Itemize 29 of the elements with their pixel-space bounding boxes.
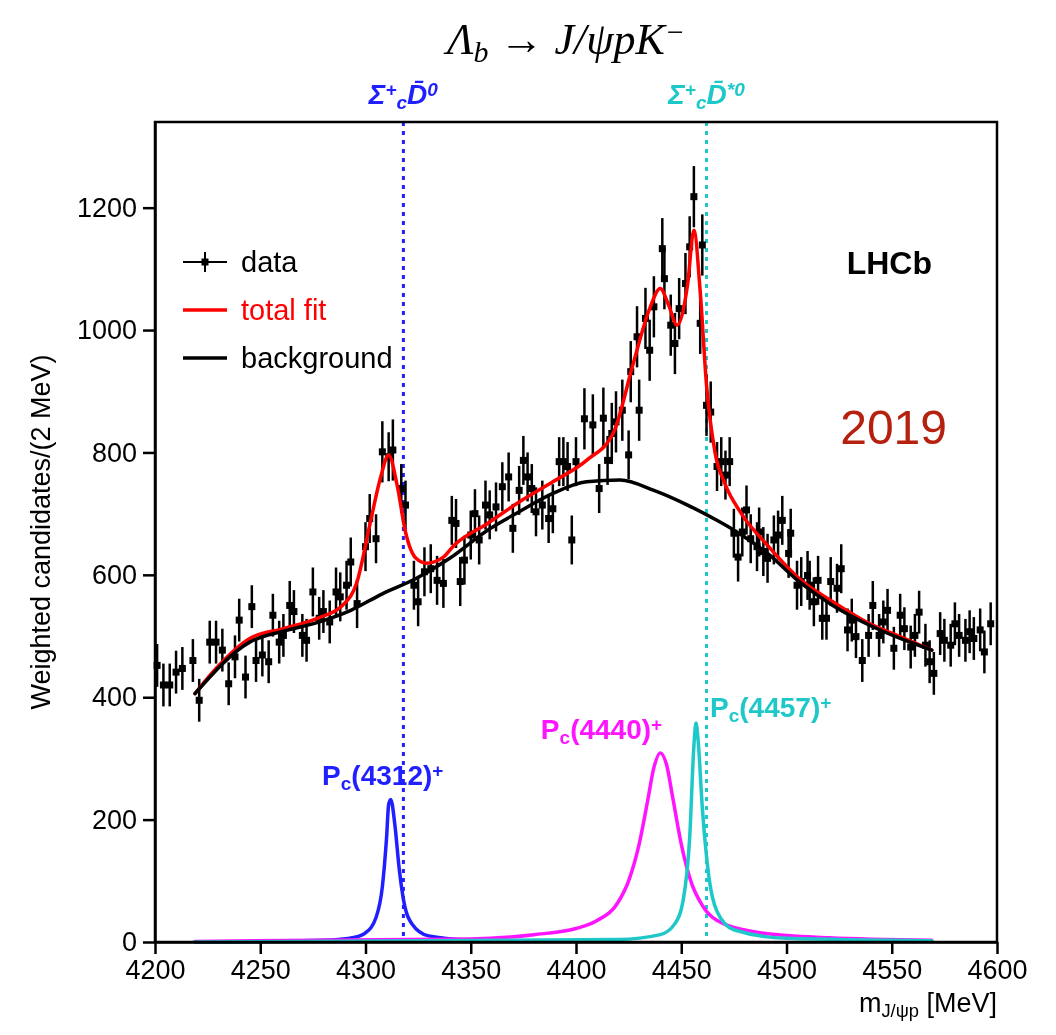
x-axis-title: m$_{J/ψp}$ [MeV] — [858, 988, 997, 1021]
annotation: P$_{c}$(4457)$^{+}$ — [709, 691, 832, 726]
legend-label: background — [241, 342, 393, 374]
x-tick-label: 4300 — [335, 955, 397, 986]
x-tick-label: 4550 — [862, 955, 923, 986]
legend-label: data — [241, 246, 299, 278]
y-tick-label: 200 — [91, 804, 137, 835]
x-tick-label: 4250 — [230, 955, 291, 986]
y-tick-label: 600 — [91, 559, 137, 590]
annotation: P$_{c}$(4312)$^{+}$ — [322, 760, 444, 795]
y-tick-label: 1000 — [76, 315, 137, 346]
ref-line-label: Σ$^{+}$$_{c}$D̄$^{*0}$ — [667, 79, 746, 113]
y-tick-label: 400 — [91, 682, 137, 713]
y-tick-label: 800 — [91, 437, 137, 468]
annotation: P$_{c}$(4440)$^{+}$ — [540, 713, 663, 748]
x-tick-label: 4200 — [125, 955, 186, 986]
y-tick-label: 1200 — [76, 192, 137, 223]
y-tick-label: 0 — [121, 927, 137, 958]
x-tick-label: 4400 — [546, 955, 607, 986]
annotation: LHCb — [846, 245, 932, 281]
x-tick-label: 4500 — [756, 955, 818, 986]
annotation: 2019 — [840, 401, 947, 454]
ref-line-label: Σ$^{+}$$_{c}$D̄$^{0}$ — [367, 79, 439, 113]
x-tick-label: 4600 — [967, 955, 1028, 986]
y-axis-title: Weighted candidates/(2 MeV) — [26, 354, 56, 710]
legend-label: total fit — [241, 294, 327, 326]
x-tick-label: 4450 — [651, 955, 712, 986]
chart-title: Λ$_{b}$ → J/ψpK$^{−}$ — [442, 15, 686, 68]
x-tick-label: 4350 — [441, 955, 502, 986]
